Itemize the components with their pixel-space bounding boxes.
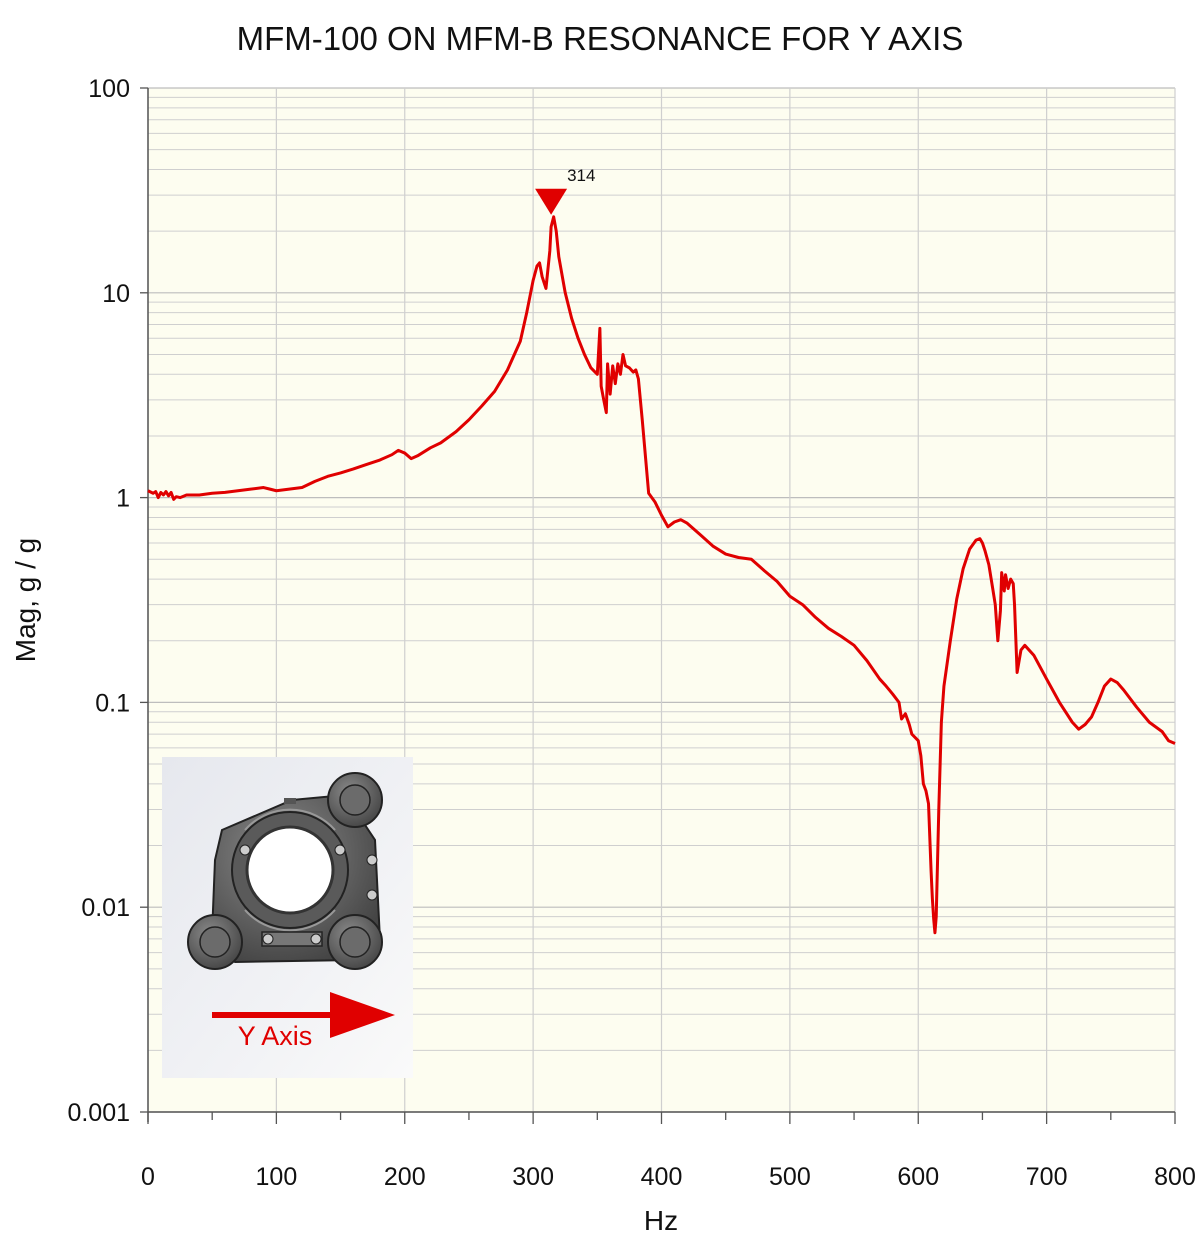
y-tick-labels: 0.001 0.01 0.1 1 10 100 bbox=[67, 75, 130, 1127]
y-axis-arrow-icon bbox=[212, 992, 395, 1038]
mount-drawing-icon bbox=[187, 772, 383, 970]
device-inset-image: Y Axis bbox=[162, 757, 413, 1078]
x-tick-label: 700 bbox=[1026, 1163, 1068, 1191]
x-tick-label: 100 bbox=[256, 1163, 298, 1191]
y-tick-label: 100 bbox=[88, 75, 130, 103]
series-line bbox=[147, 215, 1176, 935]
x-tick-labels: 0 100 200 300 400 500 600 700 800 bbox=[141, 1163, 1196, 1191]
axes bbox=[140, 87, 1176, 1124]
x-tick-label: 300 bbox=[512, 1163, 554, 1191]
x-tick-label: 0 bbox=[141, 1163, 155, 1191]
y-tick-label: 1 bbox=[116, 485, 130, 513]
x-tick-label: 600 bbox=[897, 1163, 939, 1191]
peak-marker bbox=[535, 188, 568, 215]
chart-title: MFM-100 ON MFM-B RESONANCE FOR Y AXIS bbox=[237, 20, 964, 57]
y-tick-label: 10 bbox=[102, 280, 130, 308]
annotation-layer: 314 bbox=[535, 166, 595, 215]
y-axis-inset-label: Y Axis bbox=[238, 1021, 313, 1051]
x-tick-label: 500 bbox=[769, 1163, 811, 1191]
y-tick-label: 0.001 bbox=[67, 1099, 130, 1127]
y-tick-label: 0.01 bbox=[81, 894, 130, 922]
x-tick-label: 200 bbox=[384, 1163, 426, 1191]
y-tick-label: 0.1 bbox=[95, 689, 130, 717]
peak-label: 314 bbox=[567, 166, 595, 185]
y-axis-label: Mag, g / g bbox=[10, 538, 41, 663]
x-tick-label: 800 bbox=[1154, 1163, 1196, 1191]
x-tick-label: 400 bbox=[641, 1163, 683, 1191]
series-layer bbox=[147, 215, 1176, 935]
x-axis-label: Hz bbox=[644, 1205, 678, 1236]
